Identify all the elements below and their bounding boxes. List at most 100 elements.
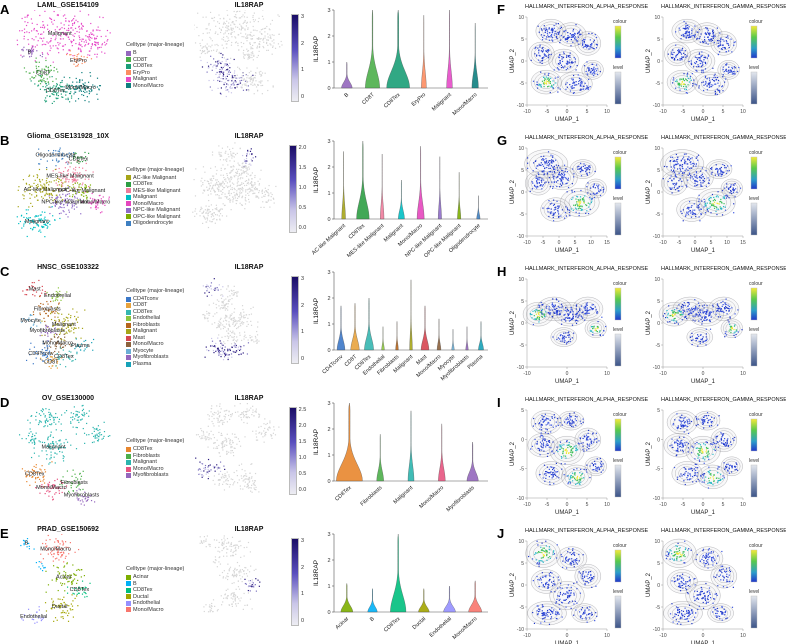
feature-colorbar-ticks: 2.5 2.0 1.5 1.0 0.5 0.0: [299, 407, 307, 493]
violin-ylabel: IL18RAP: [313, 167, 320, 193]
panel-letter: J: [497, 526, 505, 541]
density-plot-title: HALLMARK_INTERFERON_ALPHA_RESPONSE: [525, 4, 649, 10]
legend-item: B: [126, 581, 188, 588]
violin-ytick-label: 1: [327, 322, 330, 328]
umap-celltype-plot: [16, 534, 120, 638]
violin-block: 0 1 2 3 IL18RAP B CD8T CD8Tex EryPro Malignant Mon…: [310, 0, 492, 131]
colorbar-tick-label: 2: [300, 40, 305, 47]
panel-row-H: H HALLMARK_INTERFERON_ALPHA_RESPONSE HALLM…: [497, 262, 786, 393]
density-plot-block: HALLMARK_INTERFERON_GAMMA_RESPONSE: [645, 262, 786, 393]
panel-letter: D: [0, 395, 10, 410]
legend-swatch: [126, 460, 131, 465]
violin-shape: [457, 172, 461, 220]
violin-category-label: CD8T: [361, 92, 376, 106]
legend-swatch: [126, 342, 131, 347]
legend-item: CD8Tex: [126, 446, 188, 453]
violin-shape: [376, 434, 384, 482]
legend-swatch: [126, 76, 131, 82]
legend-item: EryPro: [126, 70, 188, 77]
legend-title: Celltype (major-lineage): [126, 166, 185, 173]
dataset-title: Glioma_GSE131928_10X: [26, 133, 110, 140]
density-plot-block: HALLMARK_INTERFERON_ALPHA_RESPONSE: [509, 393, 648, 524]
legend-item-label: Endothelial: [133, 315, 161, 322]
legend-item: CD8Tex: [126, 63, 188, 70]
umap-block: Glioma_GSE131928_10X: [12, 131, 124, 262]
violin-category-label: B: [369, 616, 376, 623]
legend-item-label: Fibroblasts: [133, 321, 160, 328]
violin-plot: 0 1 2 3 IL18RAP CD8Tex Fibroblasts Malignant Mon…: [313, 401, 488, 513]
legend-swatch: [126, 594, 131, 600]
violin-shape: [443, 585, 456, 613]
colorbar-tick-label: 0.0: [298, 225, 307, 231]
density-umap-plot: [645, 404, 781, 516]
umap-celltype-plot: [16, 141, 120, 245]
colorbar-tick-label: 2.5: [298, 407, 307, 413]
legend-swatch: [126, 194, 131, 200]
legend-item-label: Endothelial: [133, 600, 161, 606]
legend-item: Malignant: [126, 328, 188, 335]
violin-category-label: B: [343, 92, 350, 99]
colorbar-tick-label: 1: [300, 329, 305, 336]
colorbar-tick-label: 1.5: [298, 165, 307, 171]
feature-plot-title: IL18RAP: [234, 526, 264, 533]
legend-swatch: [126, 50, 131, 56]
legend-item-label: CD8T: [133, 56, 148, 63]
left-column: A LAML_GSE154109 Celltype (major-lineage) B…: [0, 0, 492, 644]
violin-shape: [356, 140, 370, 220]
legend-swatch: [126, 453, 131, 459]
legend-item-label: AC-like Malignant: [133, 174, 177, 181]
legend-title: Celltype (major-lineage): [126, 438, 185, 445]
legend-item: Mono/Macro: [126, 83, 188, 90]
colorbar-tick-label: 2: [300, 564, 305, 571]
feature-colorbar-gradient: [288, 407, 297, 495]
density-plot-block: HALLMARK_INTERFERON_ALPHA_RESPONSE: [509, 131, 648, 262]
violin-shape: [409, 279, 413, 351]
legend-item-label: B: [133, 50, 137, 56]
legend-item-label: Myocyte: [133, 347, 154, 354]
violin-category-label: CD8Tex: [383, 92, 402, 110]
feature-colorbar-gradient: [290, 276, 299, 364]
umap-celltype-plot: [16, 10, 120, 114]
violin-ytick-label: 0: [327, 86, 330, 92]
colorbar-tick-label: 3: [300, 538, 305, 544]
legend-item-label: CD8Tex: [133, 308, 153, 315]
legend-item: Malignant: [126, 76, 188, 83]
density-plot-title: HALLMARK_INTERFERON_GAMMA_RESPONSE: [661, 528, 786, 534]
legend-item-label: NPC-like Malignant: [133, 207, 181, 213]
colorbar-tick-label: 1: [300, 67, 305, 74]
legend-item: CD8T: [126, 302, 188, 309]
legend-item-label: Malignant: [133, 328, 157, 335]
density-umap-plot: [509, 11, 645, 123]
legend-swatch: [126, 587, 131, 593]
density-umap-plot: [509, 142, 645, 254]
legend-swatch: [126, 57, 131, 63]
legend-item: MES-like Malignant: [126, 188, 188, 195]
feature-plot-title: IL18RAP: [234, 133, 264, 140]
violin-category-label: EryPro: [411, 92, 428, 108]
legend-swatch: [126, 63, 131, 69]
density-plot-block: HALLMARK_INTERFERON_GAMMA_RESPONSE: [645, 524, 786, 644]
violin-block: 0 1 2 3 IL18RAP AC-like Malignant CD8Tex MES-li…: [310, 131, 492, 262]
colorbar-tick-label: 1.0: [298, 185, 307, 191]
violin-shape: [468, 580, 482, 613]
violin-category-label: Plasma: [467, 353, 485, 370]
celltype-legend: Celltype (major-lineage) CD4Tconv CD8T CD8T…: [124, 262, 188, 393]
legend-swatch: [126, 201, 131, 207]
feature-umap-plot: [191, 403, 286, 497]
violin-ytick-label: 0: [327, 348, 330, 354]
legend-item-label: Mast: [133, 334, 145, 341]
feature-plot-wrap: 3 2 1 0: [193, 272, 305, 366]
legend-item-label: CD8Tex: [133, 181, 153, 187]
violin-shape: [416, 146, 425, 220]
violin-category-label: Malignant: [431, 92, 453, 113]
feature-plot-wrap: 3 2 1 0: [193, 534, 305, 628]
violin-ytick-label: 2: [327, 296, 330, 302]
panel-row-J: J HALLMARK_INTERFERON_ALPHA_RESPONSE HALLM…: [497, 524, 786, 644]
legend-item-label: OPC-like Malignant: [133, 213, 181, 220]
celltype-legend: Celltype (major-lineage) Acinar B CD8Tex Duc…: [124, 524, 188, 644]
violin-shape: [336, 402, 363, 482]
violin-category-label: Ductal: [412, 616, 428, 631]
feature-plot-wrap: 3 2 1 0: [193, 10, 305, 104]
legend-item: Malignant: [126, 194, 188, 201]
